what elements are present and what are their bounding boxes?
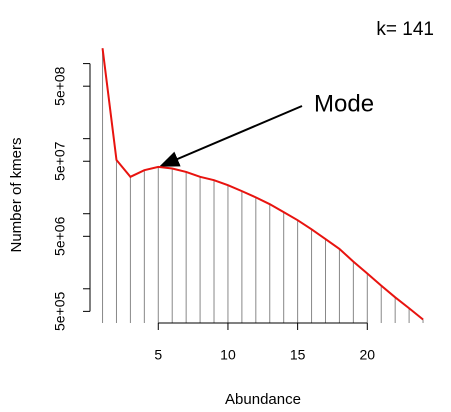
x-tick-label: 15 xyxy=(290,347,306,363)
y-tick-label: 5e+06 xyxy=(52,216,68,256)
x-tick-label: 10 xyxy=(220,347,236,363)
k-annotation: k= 141 xyxy=(376,19,434,40)
y-tick-label: 5e+05 xyxy=(52,292,68,332)
mode-label: Mode xyxy=(314,90,374,117)
x-tick-label: 20 xyxy=(360,347,376,363)
x-tick-label: 5 xyxy=(154,347,162,363)
plot-area xyxy=(101,48,424,323)
y-tick-label: 5e+07 xyxy=(52,141,68,181)
y-axis-label: Number of kmers xyxy=(8,137,25,252)
y-tick-label: 5e+08 xyxy=(52,66,68,106)
x-axis-label: Abundance xyxy=(225,391,301,408)
mode-arrow xyxy=(159,105,303,167)
line xyxy=(101,48,424,321)
